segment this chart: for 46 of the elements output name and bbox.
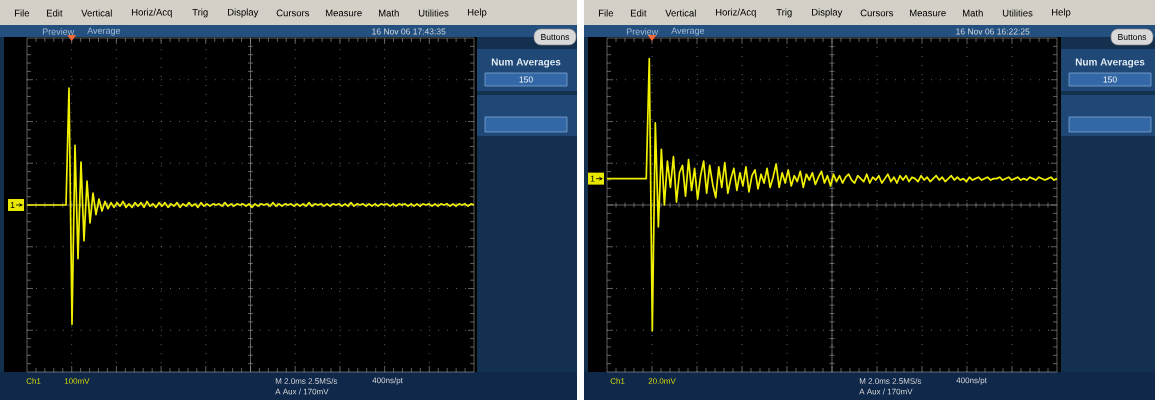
text: Buttons	[541, 34, 570, 40]
text: Vertical	[665, 9, 696, 17]
text: Horiz/Acq	[715, 8, 756, 18]
text: Measure	[909, 9, 946, 17]
text: Ch1	[26, 378, 41, 384]
text: File	[598, 9, 614, 17]
text: 20.0mV	[648, 378, 676, 384]
text: Average	[671, 27, 705, 36]
text: Help	[467, 8, 487, 18]
text: 16 Nov 06 16:22:25	[956, 28, 1030, 35]
text: Num Averages	[491, 58, 561, 68]
text: Num Averages	[1075, 58, 1145, 68]
text: Measure	[325, 9, 362, 17]
text: Average	[87, 27, 121, 36]
text: A Aux / 170mV	[275, 388, 329, 395]
text: Cursors	[860, 9, 894, 17]
text: 150	[519, 76, 533, 83]
text: Ch1	[610, 378, 625, 384]
text: Help	[1051, 8, 1071, 18]
text: Trig	[192, 8, 208, 18]
text: A Aux / 170mV	[859, 388, 913, 395]
text: 1	[590, 175, 595, 182]
text: 400ns/pt	[372, 377, 403, 385]
text: Utilities	[418, 9, 449, 17]
text: M 2.0ms 2.5MS/s	[859, 378, 922, 384]
text: 100mV	[64, 378, 90, 384]
text: 16 Nov 06 17:43:35	[372, 28, 446, 35]
text: 400ns/pt	[956, 377, 987, 385]
text: Cursors	[276, 9, 310, 17]
text: Utilities	[1002, 9, 1033, 17]
text: Math	[378, 9, 399, 17]
text: Edit	[630, 9, 647, 17]
text: Preview	[42, 28, 75, 35]
text: M 2.0ms 2.5MS/s	[275, 378, 338, 384]
text: 150	[1103, 76, 1117, 83]
text: Trig	[776, 8, 792, 18]
text: File	[14, 9, 30, 17]
text: Display	[811, 8, 843, 18]
text: Vertical	[81, 9, 112, 17]
text: Display	[227, 8, 259, 18]
text: Edit	[46, 9, 63, 17]
text: 1	[10, 202, 15, 208]
text: Horiz/Acq	[131, 8, 172, 18]
text: Math	[962, 9, 983, 17]
text: Buttons	[1118, 34, 1147, 40]
text: Preview	[626, 28, 659, 35]
